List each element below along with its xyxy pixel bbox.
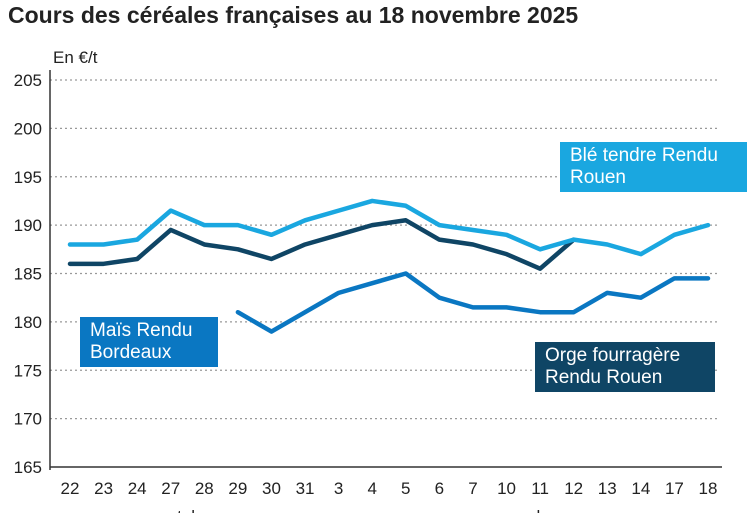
month-label: novembre [486, 507, 562, 513]
x-tick-label: 10 [497, 479, 516, 498]
x-tick-label: 30 [262, 479, 281, 498]
x-tick-label: 23 [94, 479, 113, 498]
series-line [67, 218, 576, 271]
x-tick-label: 11 [531, 479, 549, 498]
x-tick-label: 7 [468, 479, 477, 498]
chart-title: Cours des céréales françaises au 18 nove… [8, 2, 579, 28]
x-tick-label: 28 [195, 479, 214, 498]
y-axis-label: En €/t [53, 48, 98, 67]
x-tick-label: 4 [367, 479, 376, 498]
x-tick-label: 3 [334, 479, 343, 498]
y-tick-label: 190 [14, 216, 42, 235]
x-tick-label: 17 [665, 479, 684, 498]
y-tick-label: 165 [14, 458, 42, 477]
x-tick-label: 31 [296, 479, 315, 498]
series-line [67, 198, 711, 257]
y-tick-label: 195 [14, 168, 42, 187]
month-label: octobre [159, 507, 216, 513]
series-line [235, 271, 711, 334]
x-tick-label: 24 [128, 479, 147, 498]
y-tick-label: 180 [14, 313, 42, 332]
x-tick-label: 6 [435, 479, 444, 498]
x-tick-label: 5 [401, 479, 410, 498]
x-tick-label: 27 [161, 479, 180, 498]
legend-mais: Maïs Rendu Bordeaux [80, 317, 218, 367]
legend-ble: Blé tendre Rendu Rouen [560, 142, 747, 192]
y-tick-label: 170 [14, 410, 42, 429]
y-tick-label: 185 [14, 265, 42, 284]
x-tick-label: 18 [699, 479, 718, 498]
x-tick-label: 14 [631, 479, 650, 498]
x-tick-label: 13 [598, 479, 617, 498]
y-tick-label: 200 [14, 119, 42, 138]
x-tick-label: 22 [61, 479, 80, 498]
y-tick-label: 175 [14, 361, 42, 380]
y-tick-label: 205 [14, 71, 42, 90]
x-tick-label: 29 [228, 479, 247, 498]
legend-orge: Orge fourragère Rendu Rouen [535, 342, 715, 392]
x-tick-label: 12 [564, 479, 583, 498]
